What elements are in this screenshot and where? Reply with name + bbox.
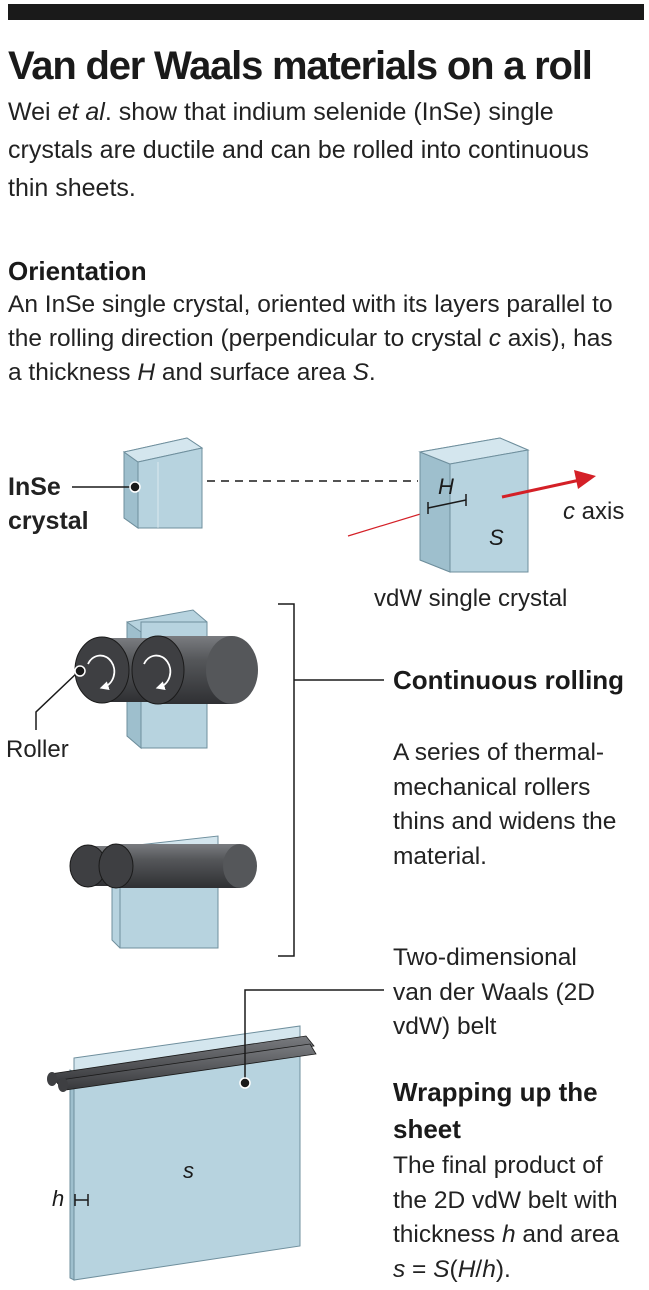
wrapping-h: h [501,1221,516,1248]
inse-label-2: crystal [8,507,89,535]
vdw-crystal-label: vdW single crystal [374,585,568,612]
roller2-front-end [98,843,134,889]
S-label: S [489,525,504,550]
orientation-S: S [352,359,369,386]
rolling-heading: Continuous rolling [393,665,625,695]
page-title: Van der Waals materials on a roll [8,44,593,88]
wrapping-text-2: and area [522,1221,620,1248]
orientation-text-3: and surface area [161,359,346,386]
orientation-heading: Orientation [8,256,147,286]
vdw-belt-sheet [47,1025,317,1281]
c-axis-rest: axis [575,498,624,525]
c-axis-arrowhead [574,470,596,489]
roller-front-end [131,635,185,705]
rolling-text: A series of thermal-mechanical rollers t… [393,739,617,870]
intro-text: Wei et al. show that indium selenide (In… [8,93,628,207]
intro-rest: . show that indium selenide (InSe) singl… [8,98,589,202]
rolling-stage-2 [69,835,257,949]
orientation-H: H [137,359,156,386]
orientation-text-2: axis), has a thickness [8,325,613,386]
roller-leader [35,671,79,730]
wrapping-slash: / [475,1255,483,1283]
vdw-single-crystal [418,437,530,573]
rotation-arrow-back [87,654,116,690]
rolling-stage-1 [74,609,258,750]
H-label: H [438,474,454,499]
belt-leader [244,989,384,1080]
orientation-text-1: An InSe single crystal, oriented with it… [8,291,613,352]
wrapping-text-1: The final product of the 2D vdW belt wit… [393,1152,618,1248]
rod-back-end [47,1072,57,1086]
belt-label: Two-dimensional van der Waals (2D vdW) b… [393,944,595,1040]
roller-front-far-end [206,636,258,704]
wrapping-H: H [457,1255,476,1283]
belt-leader-dot [239,1077,251,1089]
wrapping-S: S [433,1255,450,1283]
wrapping-eq: = [405,1255,434,1283]
wrapping-h2: h [482,1255,496,1283]
s-label: s [183,1158,194,1183]
wrapping-text: The final product of the 2D vdW belt wit… [393,1149,633,1287]
roller-label: Roller [6,736,69,763]
rolling-bracket [278,603,295,957]
top-rule [8,4,644,20]
h-label: h [52,1186,64,1211]
intro-author: Wei [8,98,51,126]
roller2-front-body [116,844,240,888]
wrapping-close: ). [495,1255,511,1283]
inse-label-1: InSe [8,473,61,501]
rotation-arrow-front [143,654,172,690]
orientation-text: An InSe single crystal, oriented with it… [8,288,633,390]
inse-leader-dot [129,481,141,493]
c-axis-c: c [563,498,575,525]
wrapping-open: ( [449,1255,458,1283]
roller-leader-dot [74,665,86,677]
roller2-front-far-end [223,844,257,888]
wrapping-heading: Wrapping up the sheet [393,1077,598,1144]
thickness-marker [427,499,467,509]
c-axis-label: c axis [563,498,624,525]
orientation-text-end: . [368,359,376,386]
c-axis-arrow [501,478,581,499]
wrapping-s: s [393,1255,406,1283]
rod-front-end [58,1078,68,1092]
intro-etal: et al [57,98,105,126]
orientation-c: c [488,325,501,352]
